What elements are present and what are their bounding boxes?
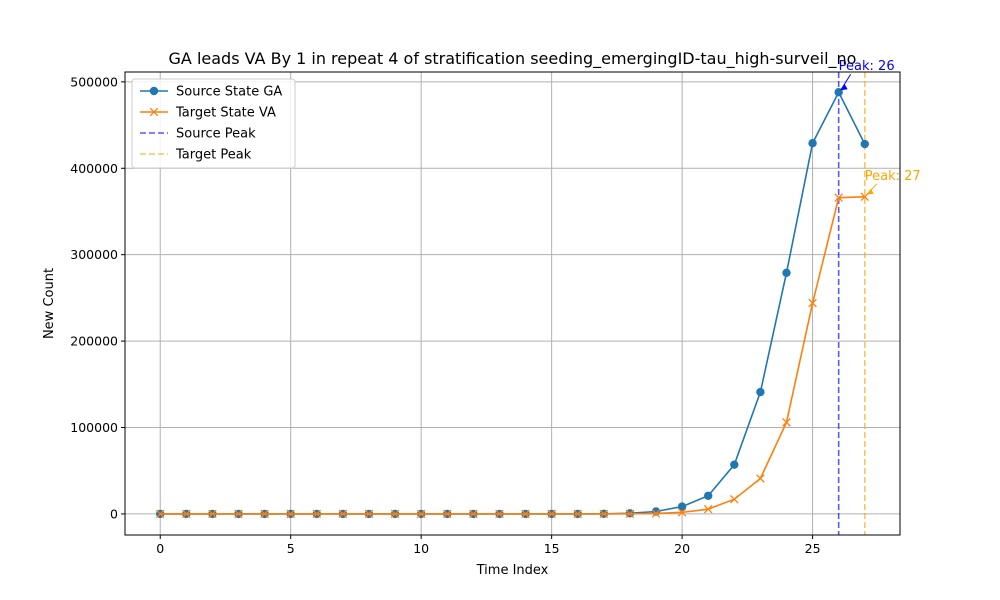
peak-annotation: Peak: 26 — [839, 59, 895, 91]
data-point — [703, 504, 713, 514]
ticks: 0 5 10 15 20 25 0 100000 200000 300000 400000 50000… — [70, 74, 820, 556]
legend-marker — [149, 107, 159, 117]
data-point — [469, 509, 478, 519]
data-point — [286, 509, 295, 519]
x-tick-label: 25 — [805, 541, 821, 556]
data-point — [677, 502, 687, 511]
legend-marker — [149, 86, 159, 96]
data-point — [495, 509, 504, 519]
annotation-label: Peak: 26 — [839, 59, 895, 74]
peak-annotation: Peak: 27 — [865, 169, 921, 196]
data-point — [390, 509, 400, 519]
legend-label: Target State VA — [175, 106, 276, 121]
x-tick-label: 15 — [544, 541, 560, 556]
data-point — [182, 509, 191, 519]
data-point — [756, 387, 765, 397]
data-point — [860, 139, 869, 149]
x-tick-label: 10 — [413, 541, 429, 556]
data-point — [547, 509, 556, 519]
annotations: Peak: 26 Peak: 27 — [839, 59, 921, 196]
data-point — [782, 418, 791, 427]
annotation-arrow — [840, 73, 852, 91]
x-axis-label: Time Index — [476, 563, 549, 578]
reference-lines — [837, 72, 866, 535]
annotation-arrowhead — [866, 188, 874, 195]
data-point — [730, 460, 739, 469]
data-point — [677, 508, 687, 517]
legend: Source State GA Target State VA Source Pea… — [131, 78, 296, 169]
x-tick-label: 20 — [674, 541, 690, 556]
data-point — [443, 509, 452, 519]
y-axis-label: New Count — [42, 268, 57, 339]
y-tick-label: 0 — [110, 506, 118, 521]
data-point — [260, 509, 269, 519]
data-point — [338, 509, 348, 519]
data-point — [704, 491, 713, 500]
annotation-arrowhead — [840, 84, 848, 91]
series-line — [160, 195, 865, 515]
y-tick-label: 100000 — [70, 420, 118, 435]
legend-label: Target Peak — [175, 148, 252, 163]
data-point — [208, 509, 217, 519]
chart-title: GA leads VA By 1 in repeat 4 of stratifi… — [169, 49, 857, 69]
data-point — [834, 193, 843, 202]
data-point — [730, 494, 739, 504]
series-layer — [155, 88, 870, 519]
legend-label: Source Peak — [176, 127, 256, 142]
data-point — [782, 268, 791, 278]
data-point — [808, 298, 817, 308]
data-point — [155, 509, 165, 519]
data-point — [808, 139, 817, 148]
x-tick-label: 5 — [287, 541, 295, 556]
legend-entry: Target State VA — [140, 106, 276, 121]
annotation-label: Peak: 27 — [865, 169, 921, 184]
data-point — [651, 507, 661, 516]
y-tick-label: 300000 — [70, 247, 118, 262]
data-point — [599, 509, 609, 519]
data-point — [416, 509, 426, 519]
data-point — [364, 509, 374, 519]
data-point — [625, 509, 635, 519]
y-tick-label: 200000 — [70, 334, 118, 349]
x-tick-label: 0 — [156, 541, 164, 556]
legend-box — [131, 78, 296, 169]
data-point — [521, 509, 530, 519]
legend-entry: Target Peak — [140, 148, 252, 163]
y-tick-label: 400000 — [70, 161, 118, 176]
y-tick-label: 500000 — [70, 74, 118, 89]
data-point — [651, 509, 661, 518]
legend-label: Source State GA — [176, 85, 282, 100]
series-2 — [155, 192, 870, 519]
data-point — [312, 509, 322, 519]
plot-frame — [124, 71, 901, 536]
data-point — [573, 509, 582, 519]
legend-entry: Source Peak — [140, 127, 256, 142]
data-point — [756, 474, 765, 483]
legend-entry: Source State GA — [140, 85, 282, 100]
data-point — [234, 509, 243, 519]
